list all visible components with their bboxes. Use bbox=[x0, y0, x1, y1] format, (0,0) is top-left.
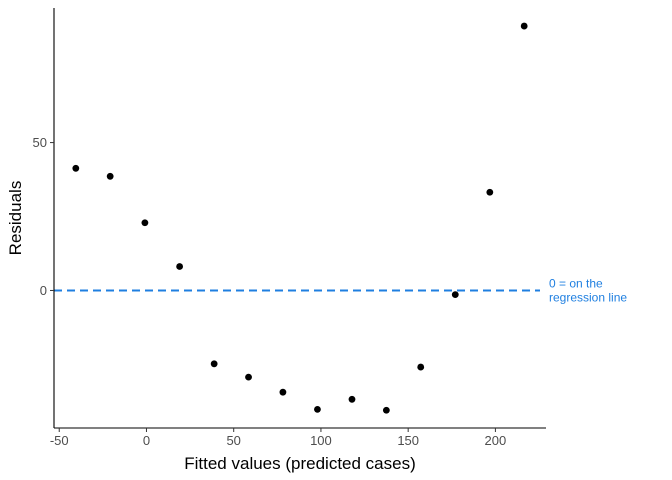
x-tick-label: 150 bbox=[397, 433, 419, 448]
x-tick-label: 0 bbox=[143, 433, 150, 448]
data-point bbox=[348, 395, 356, 403]
data-point bbox=[486, 188, 494, 196]
data-point bbox=[451, 291, 459, 299]
data-point bbox=[520, 22, 528, 30]
x-axis-title: Fitted values (predicted cases) bbox=[184, 454, 416, 473]
x-tick-label: 100 bbox=[310, 433, 332, 448]
data-point bbox=[245, 373, 252, 381]
data-point bbox=[279, 388, 287, 396]
x-tick-label: 50 bbox=[226, 433, 240, 448]
points-layer bbox=[72, 22, 528, 414]
x-tick-label: 200 bbox=[485, 433, 507, 448]
y-tick-label: 50 bbox=[33, 135, 47, 150]
data-point bbox=[106, 172, 114, 180]
data-point bbox=[314, 405, 321, 413]
data-point bbox=[382, 406, 390, 414]
data-point bbox=[72, 164, 80, 172]
y-tick-label: 0 bbox=[40, 283, 47, 298]
x-tick-label: -50 bbox=[50, 433, 69, 448]
reference-line-annotation: 0 = on the regression line bbox=[549, 276, 627, 304]
data-point bbox=[141, 219, 149, 227]
annotation-line: 0 = on the bbox=[549, 276, 603, 290]
annotation-line: regression line bbox=[549, 290, 627, 304]
y-axis-title: Residuals bbox=[6, 181, 25, 256]
axes-layer bbox=[53, 8, 546, 429]
ticks-layer: -50 0 50 100 150 200 0 50 bbox=[33, 135, 507, 448]
data-point bbox=[417, 363, 425, 371]
data-point bbox=[176, 263, 184, 270]
data-point bbox=[210, 360, 218, 368]
annotation-layer: 0 = on the regression line bbox=[549, 276, 627, 304]
